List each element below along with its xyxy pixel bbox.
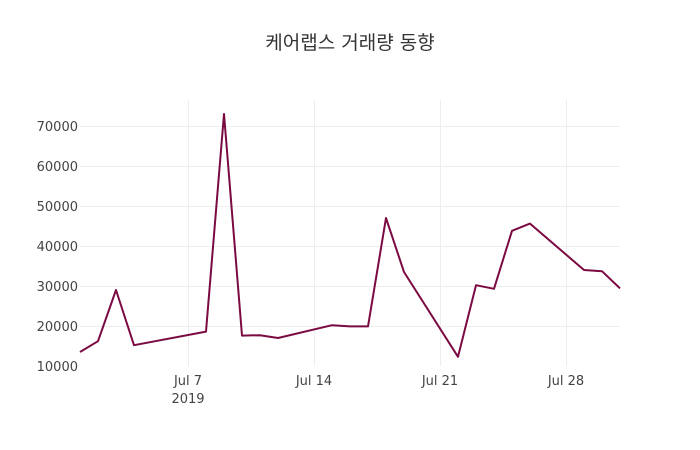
volume-series-line — [79, 113, 621, 358]
data-point[interactable] — [580, 266, 588, 274]
data-point[interactable] — [274, 334, 282, 342]
y-tick-label: 50000 — [37, 200, 78, 215]
y-tick-label: 30000 — [37, 280, 78, 295]
data-point[interactable] — [346, 322, 354, 330]
data-point[interactable] — [94, 337, 102, 345]
series-layer — [76, 110, 624, 361]
data-point[interactable] — [616, 284, 624, 292]
data-point[interactable] — [256, 331, 264, 339]
data-point[interactable] — [598, 267, 606, 275]
data-point[interactable] — [328, 321, 336, 329]
data-point[interactable] — [454, 353, 462, 361]
data-point[interactable] — [472, 281, 480, 289]
chart-title: 케어랩스 거래량 동향 — [265, 32, 434, 54]
x-tick-label: Jul 21 — [421, 374, 458, 389]
data-point[interactable] — [382, 214, 390, 222]
y-tick-label: 20000 — [37, 320, 78, 335]
data-point[interactable] — [202, 328, 210, 336]
data-point[interactable] — [364, 322, 372, 330]
y-tick-label: 70000 — [37, 120, 78, 135]
data-point[interactable] — [130, 341, 138, 349]
data-point[interactable] — [490, 285, 498, 293]
data-point[interactable] — [76, 348, 84, 356]
data-point[interactable] — [400, 268, 408, 276]
y-tick-label: 60000 — [37, 160, 78, 175]
data-point[interactable] — [526, 220, 534, 228]
y-tick-label: 10000 — [37, 360, 78, 375]
x-tick-label: Jul 14 — [295, 374, 332, 389]
data-point[interactable] — [112, 286, 120, 294]
data-point[interactable] — [238, 332, 246, 340]
data-point[interactable] — [508, 227, 516, 235]
data-point[interactable] — [220, 110, 228, 118]
x-tick-year-label: 2019 — [171, 392, 204, 407]
axis-tick-labels: 10000 20000 30000 40000 50000 60000 70000 Jul 7… — [37, 120, 585, 407]
y-tick-label: 40000 — [37, 240, 78, 255]
gridlines — [80, 100, 620, 366]
x-tick-label: Jul 7 — [173, 374, 202, 389]
x-tick-label: Jul 28 — [547, 374, 584, 389]
